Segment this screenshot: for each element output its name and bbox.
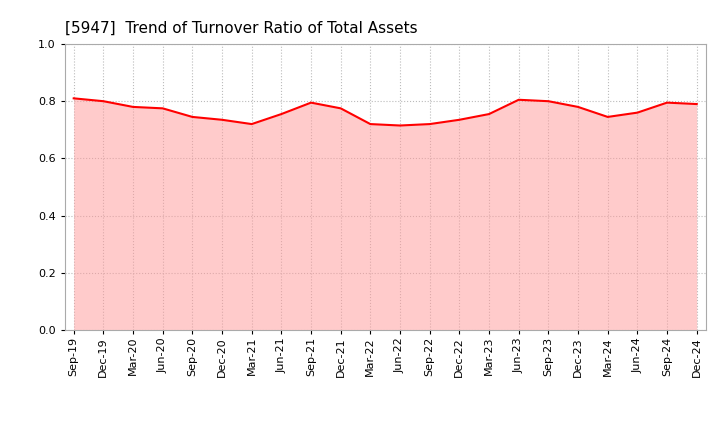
- Text: [5947]  Trend of Turnover Ratio of Total Assets: [5947] Trend of Turnover Ratio of Total …: [65, 21, 418, 36]
